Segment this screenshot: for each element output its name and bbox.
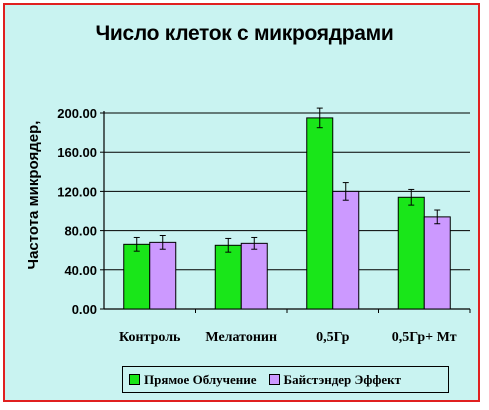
- bar: [240, 242, 268, 310]
- bar: [123, 243, 151, 310]
- y-axis-label: Частота микроядер,: [25, 121, 42, 270]
- y-tick-label: 200.00: [57, 106, 97, 121]
- chart-title: Число клеток с микроядрами: [95, 22, 394, 45]
- legend-item-bystander: Байстэндер Эффект: [268, 371, 401, 388]
- y-tick-label: 40.00: [64, 263, 97, 278]
- legend-swatch-direct: [129, 374, 140, 385]
- y-tick-label: 120.00: [57, 184, 97, 199]
- y-tick-label: 80.00: [64, 224, 97, 239]
- y-tick-label: 160.00: [57, 145, 97, 160]
- legend-label-direct: Прямое Облучение: [144, 371, 257, 387]
- legend-label-bystander: Байстэндер Эффект: [283, 371, 401, 387]
- bar: [149, 241, 177, 310]
- x-tick-label: 0,5Гр+ Мт: [392, 330, 457, 345]
- bar: [397, 196, 425, 310]
- legend-swatch-bystander: [268, 374, 280, 385]
- x-tick-label: Контроль: [119, 330, 181, 345]
- legend: Прямое Облучение Байстэндер Эффект: [122, 366, 449, 393]
- bar: [214, 244, 242, 310]
- bar: [306, 117, 334, 310]
- x-tick-label: Мелатонин: [205, 330, 277, 345]
- y-tick-label: 0.00: [72, 302, 97, 317]
- x-tick-label: 0,5Гр: [316, 330, 350, 345]
- bar: [423, 216, 451, 310]
- legend-item-direct: Прямое Облучение: [129, 372, 257, 388]
- bar: [332, 190, 360, 310]
